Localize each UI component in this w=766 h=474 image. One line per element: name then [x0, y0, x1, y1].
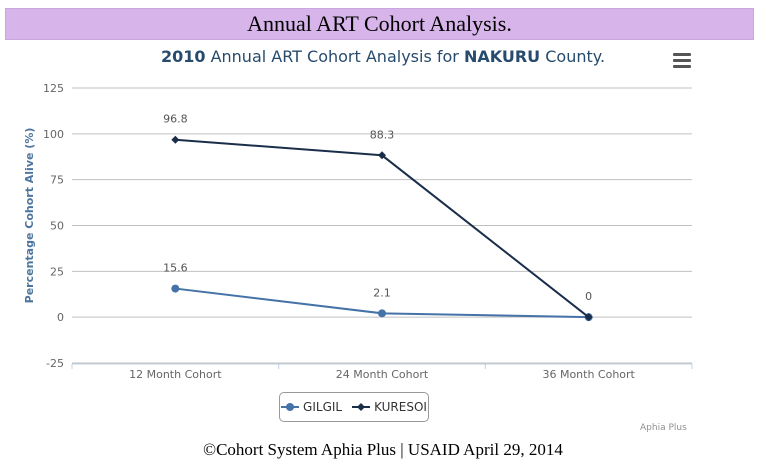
chart-legend: GILGIL KURESOI [279, 392, 429, 422]
y-tick-label: 50 [50, 220, 64, 233]
data-point [584, 313, 593, 322]
y-tick-label: 0 [57, 311, 64, 324]
legend-item-kuresoi[interactable]: KURESOI [352, 400, 427, 414]
legend-kuresoi-symbol-icon [352, 403, 371, 411]
y-tick-label: 125 [43, 82, 64, 95]
chart-credits[interactable]: Aphia Plus [640, 423, 687, 433]
page-footer: ©Cohort System Aphia Plus | USAID April … [203, 440, 563, 459]
chart-title: 2010 Annual ART Cohort Analysis for NAKU… [0, 47, 766, 66]
data-label: 96.8 [163, 113, 188, 126]
data-label: 88.3 [370, 128, 395, 141]
x-tick-label: 36 Month Cohort [542, 368, 635, 381]
chart-title-middle: Annual ART Cohort Analysis for [205, 47, 464, 66]
y-tick-label: 100 [43, 128, 64, 141]
data-point [171, 135, 180, 144]
data-point [378, 151, 386, 160]
data-label: 15.6 [163, 262, 188, 275]
y-tick-label: 75 [50, 174, 64, 187]
y-tick-label: -25 [46, 357, 64, 370]
legend-gilgil-symbol-icon [281, 403, 300, 411]
legend-label-kuresoi: KURESOI [374, 400, 427, 414]
data-label: 2.1 [373, 286, 391, 299]
chart-title-year: 2010 [160, 47, 206, 66]
data-point [171, 284, 180, 293]
chart-title-suffix: County. [540, 47, 606, 66]
legend-item-gilgil[interactable]: GILGIL [281, 400, 342, 414]
x-tick-label: 24 Month Cohort [336, 368, 429, 381]
chart-menu-button[interactable] [670, 50, 694, 70]
page-banner: Annual ART Cohort Analysis. [5, 8, 754, 40]
x-tick-label: 12 Month Cohort [129, 368, 222, 381]
legend-label-gilgil: GILGIL [303, 400, 343, 414]
y-tick-label: 25 [50, 265, 64, 278]
data-label: 0 [585, 290, 592, 303]
y-axis-title: Percentage Cohort Alive (%) [23, 128, 36, 304]
chart-title-county: NAKURU [463, 47, 541, 66]
data-point [378, 309, 386, 318]
hamburger-menu-icon [673, 53, 691, 56]
banner-title: Annual ART Cohort Analysis. [247, 11, 512, 36]
